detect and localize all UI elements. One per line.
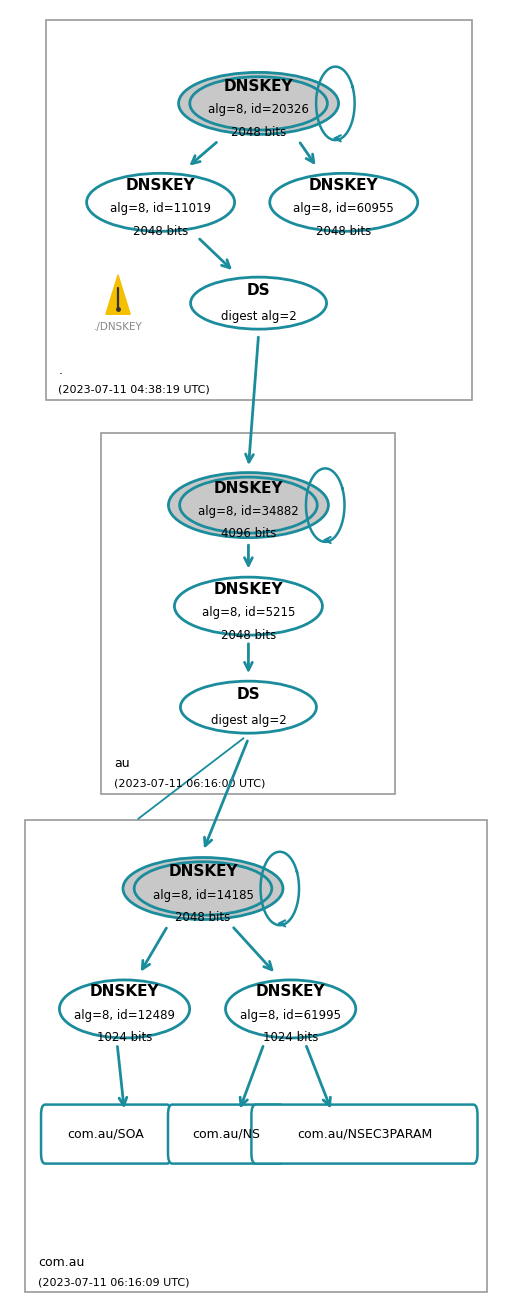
Text: alg=8, id=20326: alg=8, id=20326 bbox=[208, 104, 309, 117]
Text: alg=8, id=14185: alg=8, id=14185 bbox=[153, 888, 254, 901]
Ellipse shape bbox=[168, 472, 329, 538]
Text: alg=8, id=61995: alg=8, id=61995 bbox=[240, 1009, 341, 1022]
Ellipse shape bbox=[180, 681, 316, 733]
Text: DNSKEY: DNSKEY bbox=[256, 984, 325, 1000]
Text: au: au bbox=[114, 757, 130, 770]
Text: DNSKEY: DNSKEY bbox=[213, 581, 283, 597]
FancyBboxPatch shape bbox=[251, 1105, 478, 1164]
Text: DS: DS bbox=[247, 282, 270, 298]
Ellipse shape bbox=[59, 980, 190, 1038]
Text: com.au/NS: com.au/NS bbox=[192, 1127, 260, 1140]
Text: DNSKEY: DNSKEY bbox=[90, 984, 159, 1000]
Text: com.au: com.au bbox=[38, 1256, 84, 1269]
Text: digest alg=2: digest alg=2 bbox=[210, 714, 286, 727]
Text: .: . bbox=[58, 363, 62, 377]
Text: 1024 bits: 1024 bits bbox=[97, 1031, 152, 1044]
FancyBboxPatch shape bbox=[46, 20, 472, 400]
Text: alg=8, id=12489: alg=8, id=12489 bbox=[74, 1009, 175, 1022]
Text: 1024 bits: 1024 bits bbox=[263, 1031, 318, 1044]
Text: 2048 bits: 2048 bits bbox=[221, 628, 276, 642]
Text: DNSKEY: DNSKEY bbox=[224, 79, 294, 94]
Text: alg=8, id=11019: alg=8, id=11019 bbox=[110, 202, 211, 215]
Text: digest alg=2: digest alg=2 bbox=[221, 310, 297, 323]
Text: DNSKEY: DNSKEY bbox=[309, 177, 379, 193]
FancyBboxPatch shape bbox=[101, 433, 395, 794]
Text: 2048 bits: 2048 bits bbox=[316, 224, 371, 237]
Text: DS: DS bbox=[237, 686, 260, 702]
Text: com.au/SOA: com.au/SOA bbox=[68, 1127, 144, 1140]
Ellipse shape bbox=[226, 980, 356, 1038]
FancyBboxPatch shape bbox=[25, 820, 487, 1292]
Text: (2023-07-11 04:38:19 UTC): (2023-07-11 04:38:19 UTC) bbox=[58, 384, 210, 395]
Text: com.au/NSEC3PARAM: com.au/NSEC3PARAM bbox=[297, 1127, 432, 1140]
Ellipse shape bbox=[87, 173, 235, 231]
Ellipse shape bbox=[174, 577, 322, 635]
Text: 4096 bits: 4096 bits bbox=[221, 527, 276, 541]
Polygon shape bbox=[106, 276, 130, 315]
Text: (2023-07-11 06:16:09 UTC): (2023-07-11 06:16:09 UTC) bbox=[38, 1277, 190, 1287]
Text: alg=8, id=60955: alg=8, id=60955 bbox=[294, 202, 394, 215]
Text: DNSKEY: DNSKEY bbox=[213, 480, 283, 496]
Text: (2023-07-11 06:16:00 UTC): (2023-07-11 06:16:00 UTC) bbox=[114, 778, 266, 789]
Text: alg=8, id=34882: alg=8, id=34882 bbox=[198, 505, 299, 518]
Ellipse shape bbox=[270, 173, 418, 231]
FancyBboxPatch shape bbox=[168, 1105, 284, 1164]
Text: ./DNSKEY: ./DNSKEY bbox=[94, 323, 142, 332]
Text: 2048 bits: 2048 bits bbox=[133, 224, 188, 237]
Ellipse shape bbox=[191, 277, 327, 329]
FancyBboxPatch shape bbox=[41, 1105, 171, 1164]
Text: alg=8, id=5215: alg=8, id=5215 bbox=[202, 606, 295, 619]
Ellipse shape bbox=[178, 72, 339, 134]
Text: 2048 bits: 2048 bits bbox=[231, 126, 286, 139]
Text: DNSKEY: DNSKEY bbox=[126, 177, 195, 193]
Text: DNSKEY: DNSKEY bbox=[168, 863, 238, 879]
Text: 2048 bits: 2048 bits bbox=[175, 911, 231, 924]
Ellipse shape bbox=[123, 858, 283, 920]
